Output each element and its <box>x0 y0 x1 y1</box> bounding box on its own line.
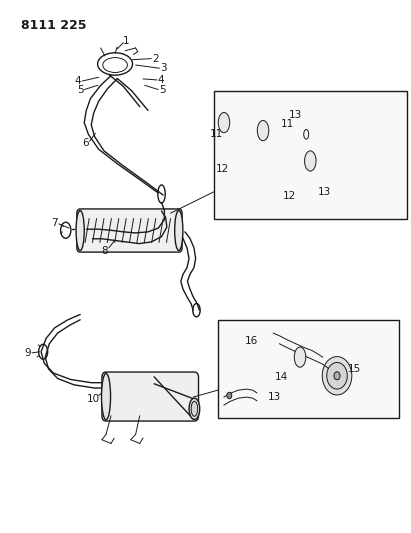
Text: 13: 13 <box>318 187 331 197</box>
FancyBboxPatch shape <box>77 209 182 252</box>
Text: 5: 5 <box>77 85 83 94</box>
Ellipse shape <box>189 398 200 419</box>
Text: 7: 7 <box>51 218 58 228</box>
Text: 14: 14 <box>275 373 288 382</box>
Text: 4: 4 <box>158 75 164 85</box>
Text: 12: 12 <box>283 191 296 201</box>
Ellipse shape <box>322 357 352 395</box>
Text: 11: 11 <box>281 119 294 128</box>
Text: 13: 13 <box>289 110 302 119</box>
Text: 5: 5 <box>159 85 166 94</box>
Ellipse shape <box>102 373 111 420</box>
Text: 1: 1 <box>123 36 130 45</box>
Text: 8111 225: 8111 225 <box>21 19 86 31</box>
Ellipse shape <box>76 211 84 251</box>
Text: 8: 8 <box>102 246 108 255</box>
Text: 9: 9 <box>25 348 31 358</box>
Text: 10: 10 <box>87 394 100 403</box>
Bar <box>218 320 399 418</box>
Ellipse shape <box>191 401 198 416</box>
Text: 4: 4 <box>75 76 81 86</box>
Ellipse shape <box>305 151 316 171</box>
Text: 12: 12 <box>215 165 229 174</box>
Ellipse shape <box>227 392 232 399</box>
Ellipse shape <box>257 120 269 141</box>
Ellipse shape <box>294 347 306 367</box>
Text: 11: 11 <box>210 130 223 139</box>
Text: 6: 6 <box>82 138 89 148</box>
FancyBboxPatch shape <box>102 372 199 421</box>
Text: 2: 2 <box>152 54 159 63</box>
Text: 3: 3 <box>160 63 167 73</box>
Ellipse shape <box>327 362 347 389</box>
Text: 13: 13 <box>268 392 281 402</box>
Text: 15: 15 <box>348 364 361 374</box>
Ellipse shape <box>334 372 340 379</box>
Ellipse shape <box>218 112 230 133</box>
Ellipse shape <box>175 211 183 251</box>
Bar <box>214 91 407 219</box>
Text: 16: 16 <box>245 336 258 346</box>
